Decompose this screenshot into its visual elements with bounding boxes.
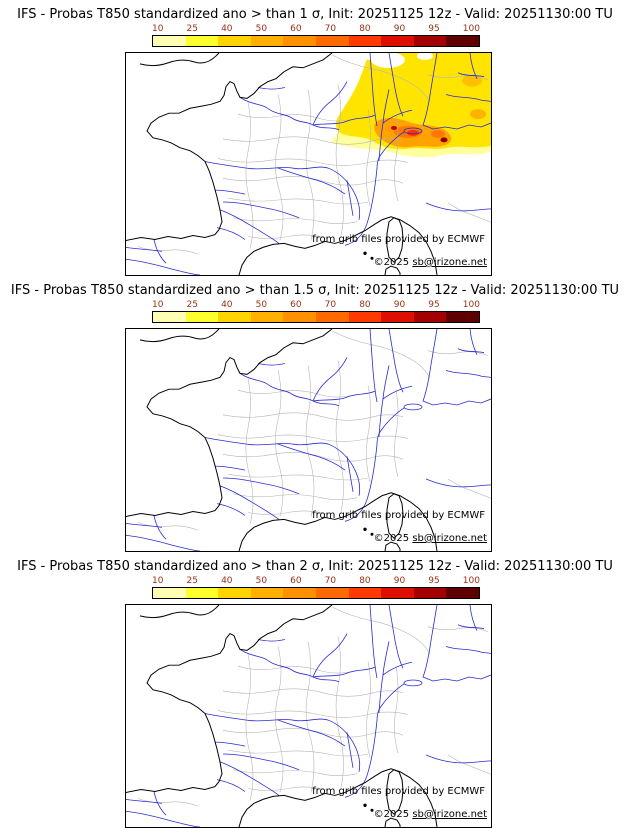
colorbar-tick-label: 100 [462,576,480,586]
panel-sigma-2: IFS - Probas T850 standardized ano > tha… [0,552,630,828]
colorbar-tick-label: 70 [324,24,337,34]
colorbar-segment [315,36,349,46]
colorbar-segment [218,36,251,46]
colorbar-tick-label: 60 [290,24,302,34]
colorbar: 10 25 40 50 60 70 80 90 95 100 [152,24,480,47]
colorbar-tick-label: 50 [255,576,268,586]
credit-link[interactable]: sb@irizone.net [412,257,487,268]
credit-prefix: ©2025 [373,257,410,268]
map-france: from grib files provided by ECMWF ©2025 … [125,52,492,276]
colorbar-tick-label: 70 [324,300,337,310]
colorbar-tick-label: 80 [359,300,371,310]
colorbar-tick-label: 70 [324,576,337,586]
colorbar-segment [315,312,349,322]
colorbar-tick-label: 25 [186,300,198,310]
colorbar-tick-label: 80 [359,576,371,586]
credit-prefix: ©2025 [373,533,410,544]
colorbar-tick-label: 40 [221,300,233,310]
colorbar-segment [218,588,251,598]
colorbar-segment [348,312,382,322]
map-france: from grib files provided by ECMWF ©2025 … [125,328,492,552]
credit-copyright: ©2025 sb@irizone.net [374,809,487,820]
colorbar-segment [185,312,219,322]
colorbar-tick-label: 95 [428,300,440,310]
colorbar-gradient [152,35,480,47]
colorbar-segment [413,312,447,322]
colorbar-segment [250,312,284,322]
colorbar-segment [381,588,414,598]
colorbar-segment [250,36,284,46]
colorbar-segment [283,588,316,598]
colorbar-segment [348,588,382,598]
colorbar-tick-label: 10 [152,576,164,586]
credit-prefix: ©2025 [373,809,410,820]
colorbar-segment [413,36,447,46]
colorbar-tick-label: 90 [393,300,406,310]
colorbar-segment [446,588,479,598]
colorbar-segment [185,588,219,598]
colorbar-segment [315,588,349,598]
panel-title: IFS - Probas T850 standardized ano > tha… [10,283,620,298]
credit-copyright: ©2025 sb@irizone.net [374,257,487,268]
panel-title: IFS - Probas T850 standardized ano > tha… [17,559,613,574]
colorbar-segment [446,312,479,322]
credit-ecmwf: from grib files provided by ECMWF [312,510,485,521]
colorbar-gradient [152,311,480,323]
colorbar-tick-label: 100 [462,300,480,310]
colorbar-tick-label: 90 [393,576,406,586]
colorbar-tick-label: 100 [462,24,480,34]
map-france: from grib files provided by ECMWF ©2025 … [125,604,492,828]
colorbar-tick-label: 50 [255,24,268,34]
credit-link[interactable]: sb@irizone.net [412,533,487,544]
colorbar-segment [283,36,316,46]
colorbar-tick-label: 40 [221,24,233,34]
colorbar-segment [250,588,284,598]
colorbar-segment [381,312,414,322]
credit-link[interactable]: sb@irizone.net [412,809,487,820]
colorbar-segment [153,588,186,598]
panel-sigma-1-5: IFS - Probas T850 standardized ano > tha… [0,276,630,552]
colorbar-segment [283,312,316,322]
colorbar-segment [185,36,219,46]
colorbar-ticks: 10 25 40 50 60 70 80 90 95 100 [152,300,480,310]
colorbar: 10 25 40 50 60 70 80 90 95 100 [152,576,480,599]
colorbar-tick-label: 40 [221,576,233,586]
colorbar-segment [413,588,447,598]
colorbar-tick-label: 25 [186,24,198,34]
colorbar-segment [153,36,186,46]
colorbar-segment [348,36,382,46]
colorbar-tick-label: 95 [428,576,440,586]
credit-ecmwf: from grib files provided by ECMWF [312,234,485,245]
colorbar-ticks: 10 25 40 50 60 70 80 90 95 100 [152,24,480,34]
credit-ecmwf: from grib files provided by ECMWF [312,786,485,797]
colorbar-tick-label: 25 [186,576,198,586]
colorbar-tick-label: 50 [255,300,268,310]
panel-sigma-1: IFS - Probas T850 standardized ano > tha… [0,0,630,276]
credit-copyright: ©2025 sb@irizone.net [374,533,487,544]
colorbar-tick-label: 10 [152,300,164,310]
panel-title: IFS - Probas T850 standardized ano > tha… [17,7,613,22]
colorbar-segment [218,312,251,322]
colorbar: 10 25 40 50 60 70 80 90 95 100 [152,300,480,323]
colorbar-tick-label: 10 [152,24,164,34]
probability-shading-overlay [331,53,491,157]
colorbar-ticks: 10 25 40 50 60 70 80 90 95 100 [152,576,480,586]
colorbar-tick-label: 90 [393,24,406,34]
colorbar-segment [446,36,479,46]
colorbar-tick-label: 80 [359,24,371,34]
colorbar-tick-label: 95 [428,24,440,34]
colorbar-segment [153,312,186,322]
colorbar-tick-label: 60 [290,576,302,586]
colorbar-segment [381,36,414,46]
colorbar-gradient [152,587,480,599]
colorbar-tick-label: 60 [290,300,302,310]
